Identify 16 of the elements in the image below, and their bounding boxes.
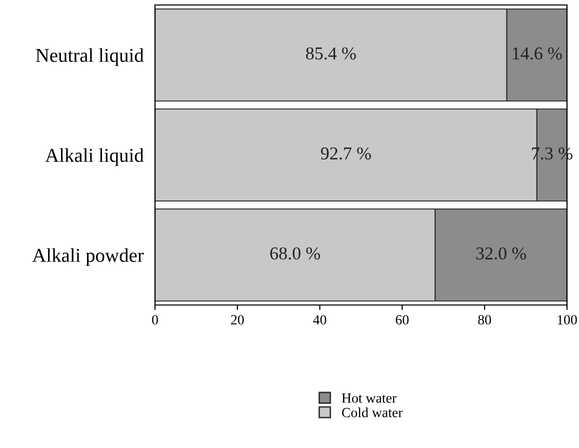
x-tick-label: 20 xyxy=(231,315,244,324)
y-tick-label: Neutral liquid xyxy=(36,48,144,66)
x-tick-label: 60 xyxy=(396,315,409,324)
x-tick-label: 80 xyxy=(478,315,492,324)
data-label: 85.4 % xyxy=(306,47,356,60)
x-tick-label: 100 xyxy=(558,315,577,324)
y-tick-label: Alkali powder xyxy=(32,248,144,266)
data-label: 14.6 % xyxy=(512,47,562,60)
data-label: 68.0 % xyxy=(270,247,320,260)
data-label: 32.0 % xyxy=(476,247,526,260)
legend-label: Cold water xyxy=(342,407,403,418)
x-tick-label: 40 xyxy=(313,315,326,324)
y-tick-label: Alkali liquid xyxy=(45,148,144,166)
x-tick-label: 0 xyxy=(152,315,158,324)
data-label: 92.7 % xyxy=(320,147,371,160)
legend-label: Hot water xyxy=(342,394,396,403)
